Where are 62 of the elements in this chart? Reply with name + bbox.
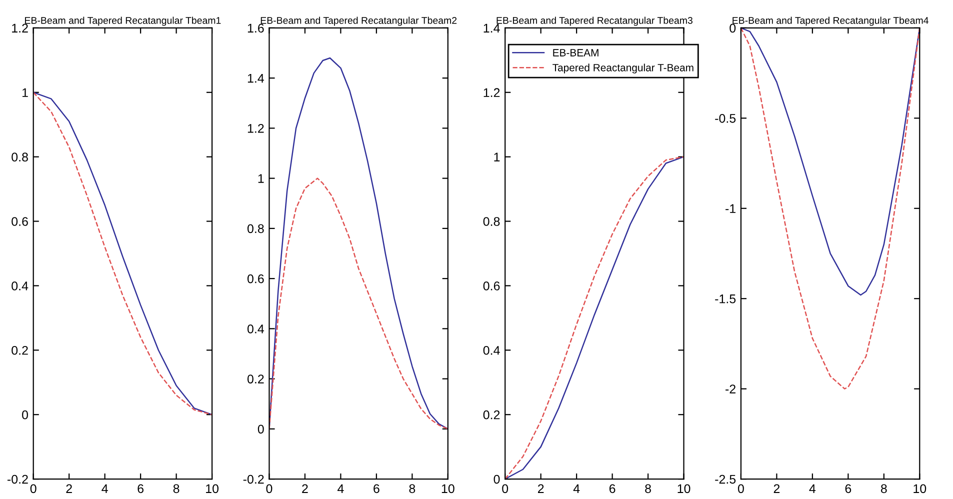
x-tick-label: 4 <box>102 484 108 493</box>
y-tick-label: 1.6 <box>248 24 264 33</box>
y-tick-label: -1.5 <box>715 294 736 304</box>
x-tick-label: 6 <box>845 484 852 494</box>
legend-label: Tapered Reactangular T-Beam <box>552 64 694 74</box>
y-tick-label: -0.2 <box>8 474 28 484</box>
y-tick-label: 1.2 <box>484 88 500 97</box>
y-tick-label: 0.8 <box>483 217 500 226</box>
x-tick-label: 2 <box>774 484 780 493</box>
legend-label: EB-BEAM <box>553 49 598 56</box>
y-tick-label: 0 <box>22 410 28 420</box>
y-tick-label: 1.4 <box>248 74 264 83</box>
x-tick-label: 0 <box>266 484 272 494</box>
y-tick-label: 0.6 <box>483 282 500 290</box>
y-tick-label: 1.2 <box>248 124 264 133</box>
x-tick-label: 4 <box>809 484 816 493</box>
y-tick-label: 0 <box>494 474 500 484</box>
x-tick-label: 8 <box>880 484 887 494</box>
y-tick-label: 1 <box>258 174 264 183</box>
x-tick-label: 6 <box>609 484 616 494</box>
x-tick-label: 4 <box>338 484 344 493</box>
y-tick-label: 0.4 <box>12 282 28 290</box>
x-tick-label: 10 <box>206 484 219 494</box>
y-tick-label: 1 <box>22 88 28 97</box>
x-tick-label: 0 <box>738 484 744 494</box>
x-tick-label: 10 <box>914 484 926 494</box>
x-tick-label: 2 <box>302 484 308 493</box>
x-tick-label: 8 <box>173 484 180 494</box>
y-tick-label: 1.4 <box>484 24 500 32</box>
y-tick-label: -2.5 <box>715 474 736 484</box>
y-tick-label: 0 <box>730 24 736 33</box>
y-tick-label: 0.6 <box>12 217 28 226</box>
line-series <box>740 28 920 390</box>
x-tick-label: 6 <box>374 484 380 494</box>
y-tick-label: 0.4 <box>483 346 500 355</box>
y-tick-label: 1 <box>494 152 500 162</box>
x-tick-label: 0 <box>502 484 508 494</box>
line-series <box>33 92 212 416</box>
x-tick-label: 6 <box>138 484 144 494</box>
y-tick-label: 0.2 <box>483 410 500 420</box>
y-tick-label: 1.2 <box>12 24 28 32</box>
x-tick-label: 4 <box>573 484 580 493</box>
y-tick-label: -2 <box>726 384 736 394</box>
line-series <box>269 57 448 430</box>
x-tick-label: 8 <box>645 484 651 494</box>
line-series <box>269 178 448 430</box>
x-tick-label: 10 <box>442 484 454 494</box>
x-tick-label: 8 <box>409 484 416 494</box>
y-tick-label: 0 <box>258 424 264 434</box>
y-tick-label: -0.2 <box>243 474 264 484</box>
y-tick-label: 0.6 <box>247 274 264 284</box>
y-tick-label: -1 <box>726 204 736 213</box>
y-tick-label: 0.8 <box>12 152 28 162</box>
x-tick-label: 2 <box>538 484 544 493</box>
x-tick-label: 2 <box>66 484 72 493</box>
y-tick-label: 0.2 <box>12 346 28 355</box>
y-tick-label: 0.4 <box>247 324 264 334</box>
y-tick-label: 0.8 <box>247 224 264 234</box>
y-tick-label: 0.2 <box>247 374 264 384</box>
x-tick-label: 10 <box>678 484 690 494</box>
y-tick-label: -0.5 <box>715 114 736 123</box>
x-tick-label: 0 <box>30 484 36 494</box>
